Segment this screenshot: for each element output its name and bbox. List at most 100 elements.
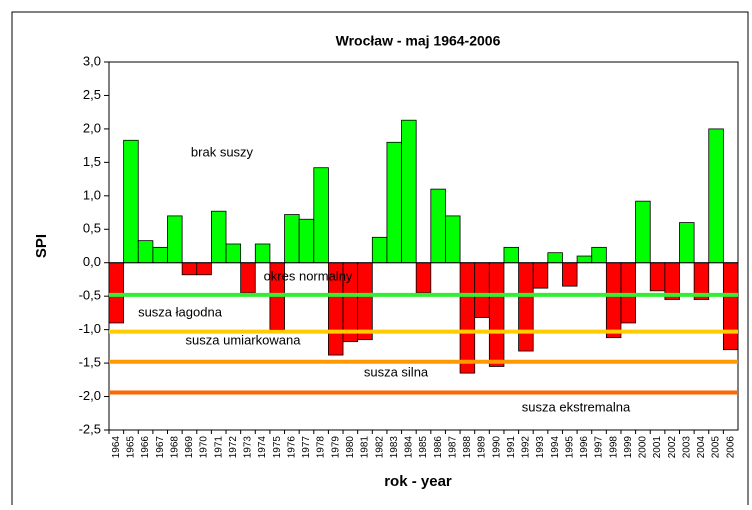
bar [591, 246, 607, 264]
x-axis-label: rok - year [384, 473, 452, 490]
y-tick-label: 2,0 [83, 120, 101, 135]
x-tick-label: 1983 [389, 436, 400, 459]
bar [415, 262, 432, 294]
y-tick-label: -0,5 [79, 288, 101, 303]
bar [562, 262, 578, 287]
bar [547, 252, 563, 264]
x-tick-label: 2000 [638, 436, 649, 459]
bar [108, 262, 125, 324]
x-tick-label: 1964 [111, 436, 122, 459]
y-tick-label: 1,5 [83, 154, 101, 169]
bar [430, 188, 446, 264]
x-tick-label: 2001 [652, 436, 663, 459]
x-tick-label: 2003 [681, 436, 692, 459]
x-tick-label: 1971 [213, 436, 224, 459]
bar [445, 215, 461, 264]
bar [635, 200, 651, 264]
bar [123, 139, 139, 264]
x-tick-label: 1977 [301, 436, 312, 459]
bar [532, 262, 549, 289]
x-tick-label: 1976 [286, 436, 297, 459]
x-tick-label: 1973 [243, 436, 254, 459]
bar [605, 262, 622, 339]
bar [386, 141, 402, 264]
x-tick-label: 1994 [550, 436, 561, 459]
bar [357, 262, 373, 341]
x-tick-label: 1967 [155, 436, 166, 459]
x-tick-label: 1992 [521, 436, 532, 459]
x-tick-label: 1981 [360, 436, 371, 459]
bar [722, 262, 739, 351]
bar [167, 215, 183, 264]
x-tick-label: 1995 [564, 436, 575, 459]
bar [313, 167, 329, 264]
x-tick-label: 2005 [711, 436, 722, 459]
annotation: susza silna [364, 364, 429, 379]
y-tick-label: -1,0 [79, 321, 101, 336]
annotation: susza ekstremalna [522, 399, 631, 414]
x-tick-label: 2002 [667, 436, 678, 459]
x-tick-label: 2004 [696, 436, 707, 459]
x-tick-label: 1975 [272, 436, 283, 459]
x-tick-label: 1982 [374, 436, 385, 459]
x-tick-label: 1988 [462, 436, 473, 459]
bar [298, 218, 315, 264]
bar [254, 243, 271, 264]
y-tick-label: 0,5 [83, 221, 101, 236]
x-tick-label: 1969 [184, 436, 195, 459]
bar [137, 240, 154, 264]
x-tick-label: 1996 [579, 436, 590, 459]
bar [620, 262, 637, 324]
bar [240, 262, 256, 294]
bar [152, 246, 168, 264]
x-tick-label: 1999 [623, 436, 634, 459]
annotation: okres normalny [264, 268, 353, 283]
y-tick-label: 1,0 [83, 187, 101, 202]
y-tick-label: -1,5 [79, 355, 101, 370]
x-tick-label: 1978 [316, 436, 327, 459]
bar [401, 119, 417, 264]
x-tick-label: 1979 [330, 436, 341, 459]
y-axis-label: SPI [33, 234, 50, 258]
bar [371, 236, 388, 264]
bar [459, 262, 476, 374]
bar [225, 243, 242, 264]
x-tick-label: 2006 [725, 436, 736, 459]
x-tick-label: 1987 [447, 436, 458, 459]
x-tick-label: 1970 [199, 436, 210, 459]
y-tick-label: 3,0 [83, 53, 101, 68]
x-tick-label: 1998 [608, 436, 619, 459]
x-tick-label: 1965 [126, 436, 137, 459]
annotation: susza umiarkowana [186, 332, 302, 347]
annotation: brak suszy [191, 144, 254, 159]
x-tick-label: 1966 [140, 436, 151, 459]
x-tick-label: 1997 [594, 436, 605, 459]
x-tick-label: 1993 [535, 436, 546, 459]
x-tick-label: 1984 [404, 436, 415, 459]
x-tick-label: 1989 [477, 436, 488, 459]
x-tick-label: 1972 [228, 436, 239, 459]
x-tick-label: 1990 [491, 436, 502, 459]
bar [284, 214, 300, 264]
bar [196, 262, 212, 276]
bar [679, 222, 695, 264]
x-tick-label: 1986 [433, 436, 444, 459]
y-tick-label: -2,5 [79, 421, 101, 436]
y-tick-label: -2,0 [79, 388, 101, 403]
bar [474, 262, 490, 318]
bar [708, 128, 724, 264]
y-tick-label: 0,0 [83, 254, 101, 269]
annotation: susza łagodna [138, 304, 223, 319]
bar [181, 262, 198, 276]
bar [518, 262, 534, 352]
chart-title: Wrocław - maj 1964-2006 [336, 33, 501, 49]
x-tick-label: 1991 [506, 436, 517, 459]
y-tick-label: 2,5 [83, 87, 101, 102]
bar [488, 262, 505, 367]
bar [576, 255, 593, 264]
x-tick-label: 1980 [345, 436, 356, 459]
bar [503, 246, 519, 264]
bar [649, 262, 666, 292]
